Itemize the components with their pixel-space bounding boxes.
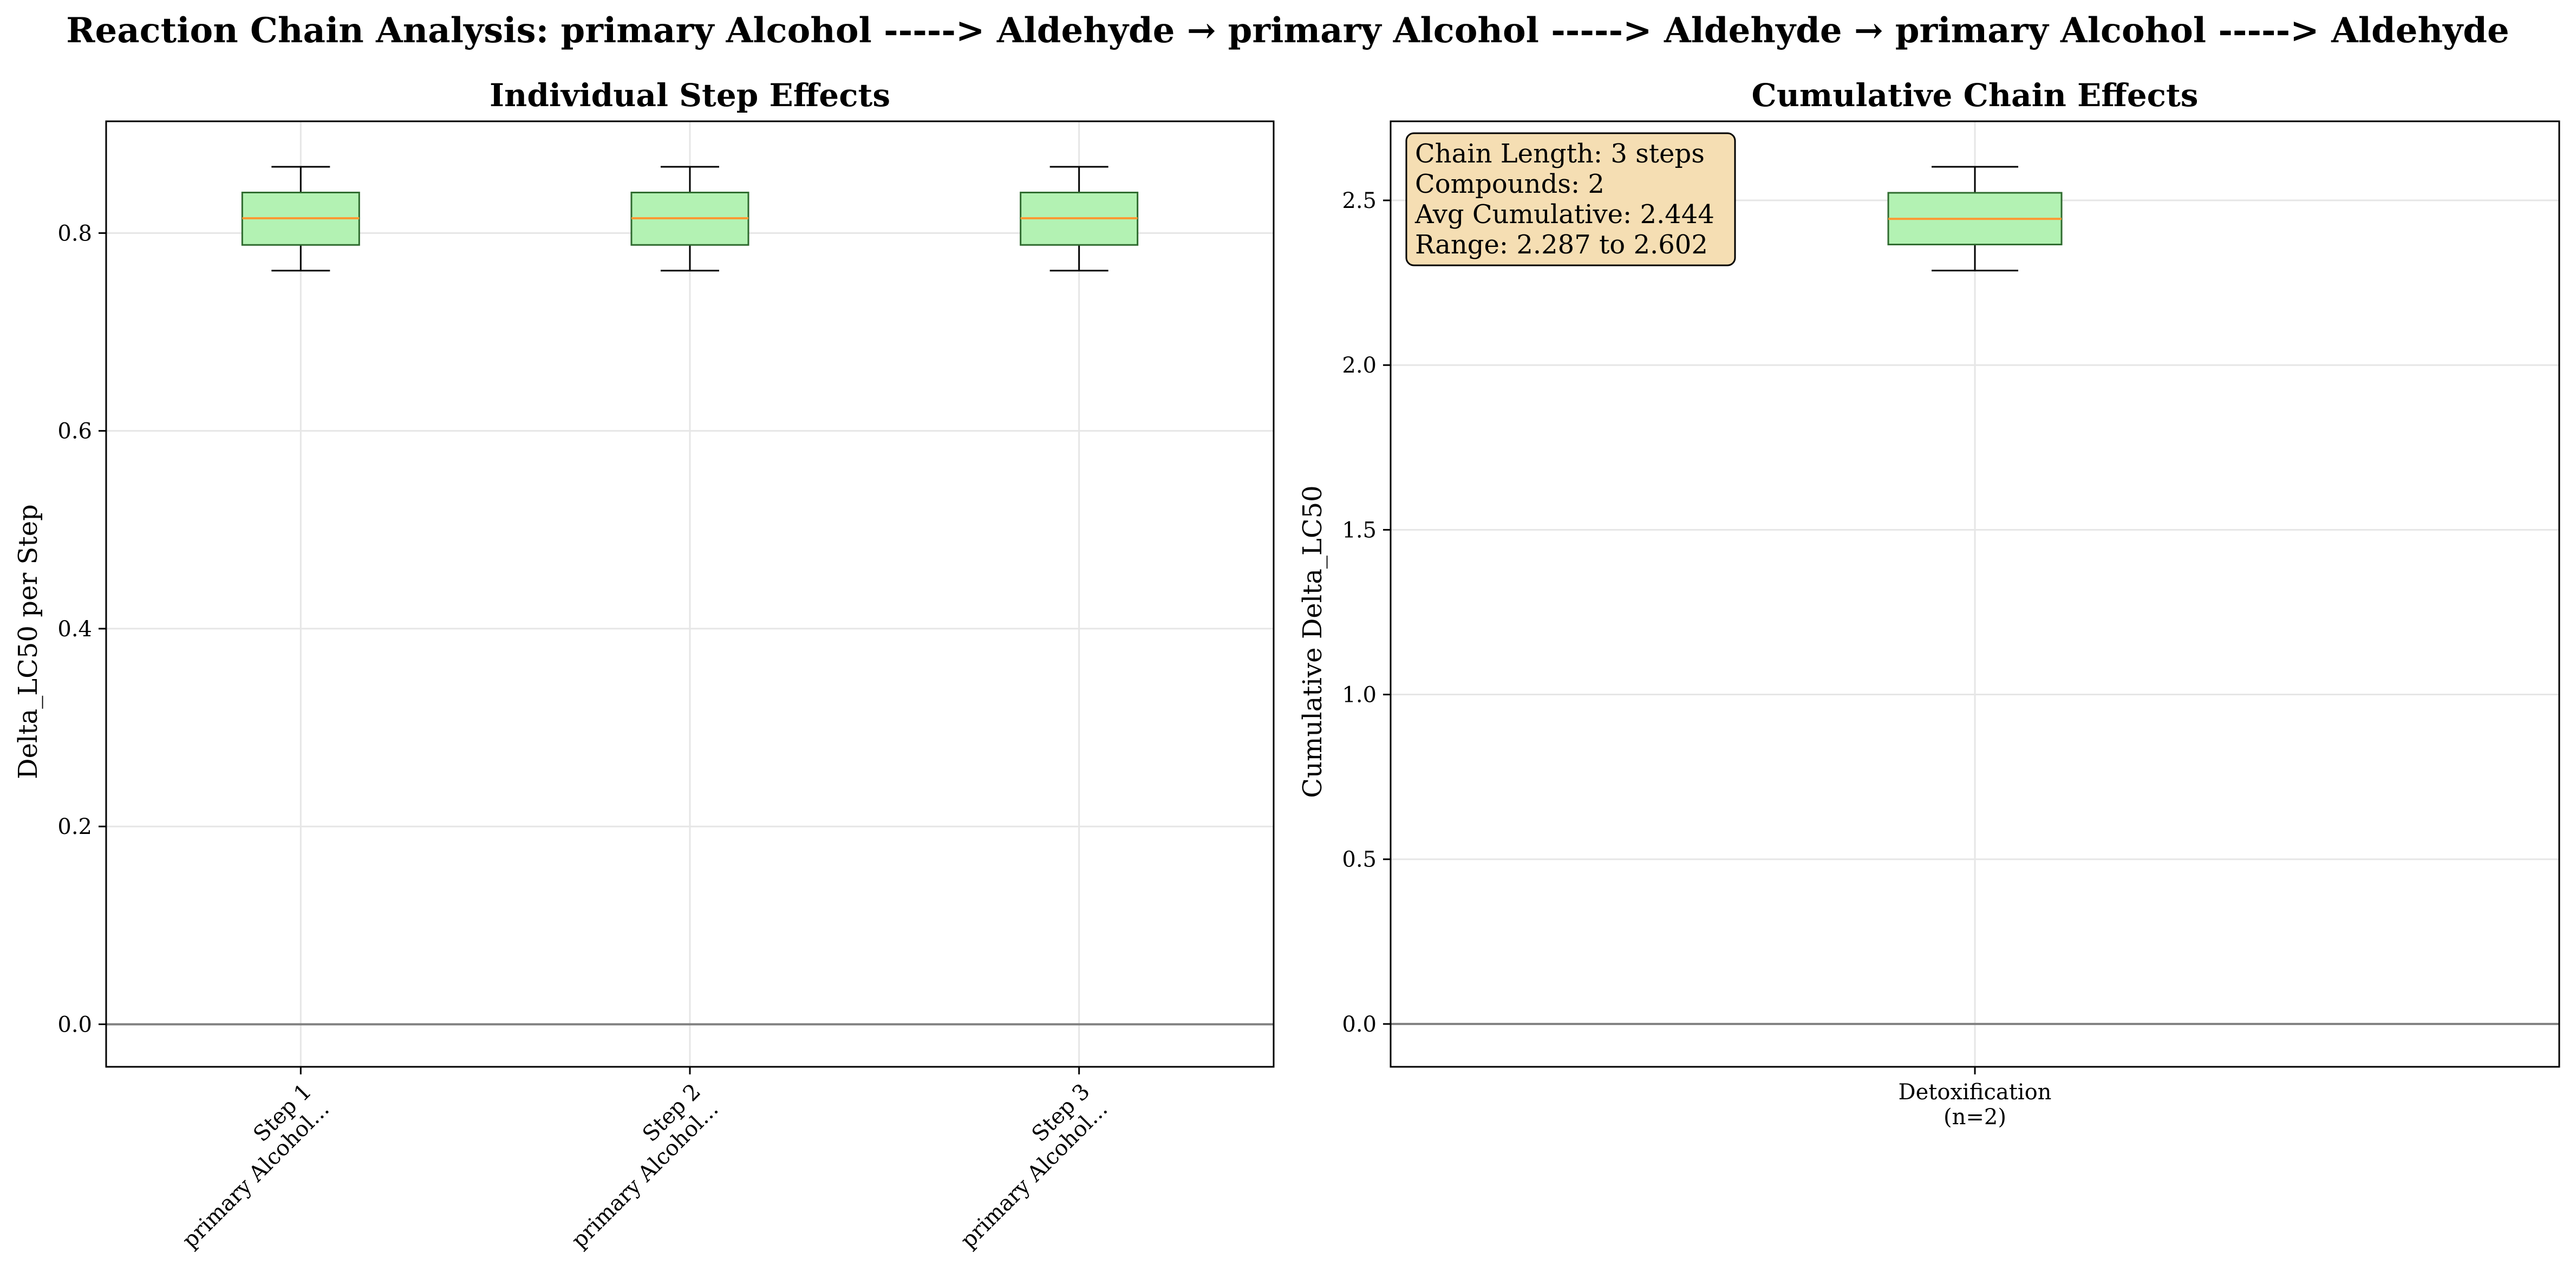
y-tick-label: 0.0 <box>57 1012 92 1037</box>
y-axis-label: Delta_LC50 per Step <box>13 504 43 779</box>
panel-individual-step-effects: Individual Step Effects Delta_LC50 per S… <box>13 77 1275 1253</box>
x-tick-label-line2: (n=2) <box>1944 1105 2006 1130</box>
x-tick-label-line2: primary Alcohol... <box>178 1097 334 1253</box>
box-plot <box>1020 166 1139 272</box>
box-plots <box>241 166 1139 272</box>
stats-box <box>1405 132 1736 266</box>
x-tick-label-line2: primary Alcohol... <box>567 1097 723 1253</box>
panel-title: Individual Step Effects <box>490 77 890 114</box>
stats-line: Avg Cumulative: 2.444 <box>1414 199 1714 230</box>
y-tick-label: 0.4 <box>57 617 92 642</box>
box-plots <box>1887 166 2063 272</box>
box-plot <box>241 166 360 272</box>
y-axis-label: Cumulative Delta_LC50 <box>1297 485 1328 798</box>
stats-line: Compounds: 2 <box>1415 169 1605 199</box>
y-tick-label: 2.5 <box>1342 188 1377 213</box>
panel-cumulative-chain-effects: Cumulative Chain Effects Cumulative Delt… <box>1297 77 2560 1130</box>
x-tick-label-line2: primary Alcohol... <box>956 1097 1112 1253</box>
stats-line: Chain Length: 3 steps <box>1415 139 1705 169</box>
y-tick-label: 1.5 <box>1342 518 1377 543</box>
axis-ticks: 0.0 0.5 1.0 1.5 2.0 2.5 Detoxification(n=2) <box>1342 188 2051 1130</box>
box-plot <box>630 166 749 272</box>
y-tick-label: 0.0 <box>1342 1012 1377 1037</box>
y-tick-label: 2.0 <box>1342 353 1377 378</box>
y-tick-label: 0.6 <box>57 419 92 444</box>
stats-annotation: Chain Length: 3 steps Compounds: 2 Avg C… <box>1405 132 1736 266</box>
stats-line: Range: 2.287 to 2.602 <box>1415 230 1708 260</box>
panel-title: Cumulative Chain Effects <box>1752 77 2199 114</box>
plot-frame <box>1390 120 2560 1068</box>
y-tick-label: 1.0 <box>1342 683 1377 708</box>
y-tick-label: 0.8 <box>57 221 92 246</box>
plot-frame <box>105 120 1275 1068</box>
x-tick-label-line1: Detoxification <box>1899 1080 2052 1105</box>
figure-title: Reaction Chain Analysis: primary Alcohol… <box>66 10 2509 51</box>
box-plot <box>1887 166 2063 272</box>
y-tick-label: 0.2 <box>57 814 92 839</box>
y-tick-label: 0.5 <box>1342 847 1377 872</box>
